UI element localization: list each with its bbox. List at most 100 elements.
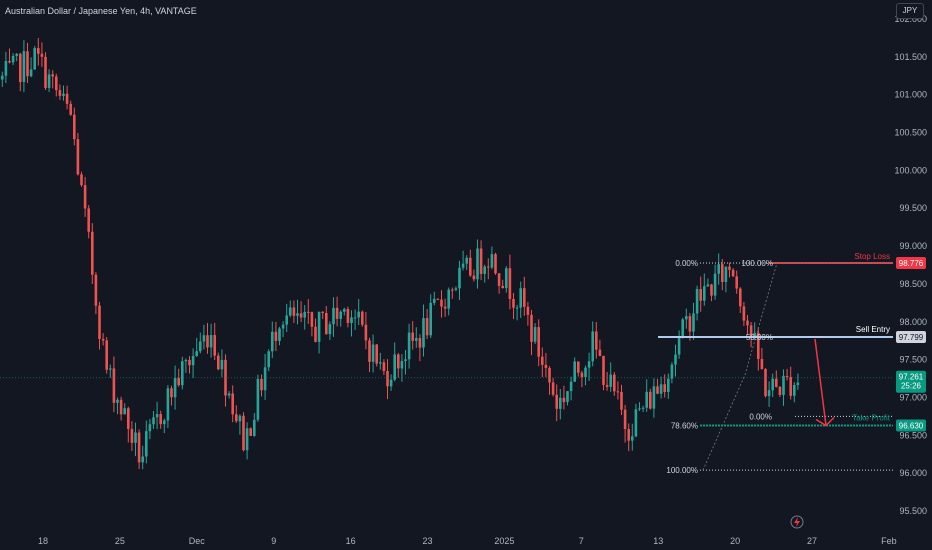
candle — [209, 323, 213, 358]
x-tick-label: 27 — [807, 536, 817, 546]
candle — [19, 52, 22, 92]
candle — [91, 223, 94, 284]
candle — [649, 388, 652, 410]
x-tick-label: 13 — [653, 536, 663, 546]
candle — [515, 304, 519, 321]
x-tick-label: 18 — [38, 536, 48, 546]
candle — [98, 301, 101, 350]
candle — [425, 309, 429, 339]
candle — [623, 404, 627, 443]
candle — [742, 301, 746, 326]
candle — [350, 310, 353, 337]
candle — [681, 317, 684, 339]
candle — [469, 249, 472, 277]
candle — [465, 255, 468, 270]
candle — [123, 403, 126, 415]
fib-right-label: 0.00% — [749, 412, 772, 421]
y-tick-label: 95.500 — [899, 506, 927, 516]
candle — [292, 300, 296, 324]
candle — [116, 397, 119, 415]
candle — [206, 323, 209, 354]
sell-entry-price-tag: 97.799 — [896, 331, 926, 344]
candle — [440, 290, 443, 318]
candle — [526, 301, 530, 326]
candle — [670, 362, 674, 384]
fib-left-label: 0.00% — [675, 259, 698, 268]
candle — [490, 246, 494, 270]
candle — [789, 366, 792, 400]
candle — [119, 396, 123, 421]
time-axis[interactable]: 18 25 Dec 9 16 23 2025 7 13 20 27 Feb — [38, 515, 897, 546]
price-axis[interactable]: 102.000101.500101.000100.500100.00099.50… — [894, 14, 927, 516]
svg-text:97.261: 97.261 — [899, 373, 924, 382]
candle — [231, 385, 234, 423]
candle — [55, 73, 58, 97]
candle — [695, 285, 699, 321]
candle — [429, 294, 432, 339]
candle — [242, 412, 245, 452]
candle — [512, 292, 515, 320]
candle — [407, 323, 411, 369]
candle — [483, 264, 486, 283]
candle — [652, 378, 656, 418]
candle — [166, 385, 170, 428]
candle — [51, 70, 54, 89]
candle — [433, 291, 436, 306]
candle — [796, 373, 800, 390]
candle — [101, 333, 105, 346]
candle — [127, 406, 130, 443]
candle — [530, 309, 533, 356]
y-tick-label: 99.500 — [899, 203, 927, 213]
fib-right-label: 50.00% — [746, 333, 773, 342]
candle — [721, 258, 724, 291]
candle — [195, 337, 198, 357]
candle — [537, 319, 540, 367]
candle — [281, 321, 285, 338]
currency-button[interactable]: JPY — [896, 3, 924, 19]
candle — [346, 306, 350, 328]
candle — [785, 368, 789, 381]
candle — [267, 349, 270, 372]
candle — [577, 361, 580, 377]
candle — [1, 71, 4, 87]
x-tick-label: 23 — [422, 536, 432, 546]
candle — [551, 378, 555, 397]
candle — [80, 171, 83, 187]
candle — [562, 385, 566, 410]
candle — [87, 205, 90, 239]
candle — [602, 355, 605, 391]
candle — [713, 264, 717, 300]
candle — [411, 321, 414, 350]
candle — [400, 354, 404, 382]
candle — [163, 418, 166, 434]
candle — [415, 327, 418, 348]
candle — [58, 84, 62, 100]
lightning-icon[interactable] — [790, 515, 804, 529]
candle — [26, 42, 29, 84]
svg-text:25:26: 25:26 — [901, 382, 922, 391]
candle — [638, 402, 641, 412]
candle — [343, 307, 346, 316]
candle — [249, 427, 252, 436]
candle — [613, 371, 616, 396]
candle — [627, 423, 630, 452]
candle — [220, 349, 224, 378]
candle — [472, 269, 476, 282]
candle — [256, 374, 260, 422]
x-tick-label: Dec — [189, 536, 206, 546]
candle — [137, 429, 141, 470]
candle — [645, 379, 648, 412]
candle — [634, 403, 638, 438]
y-tick-label: 98.500 — [899, 279, 927, 289]
candle — [368, 337, 371, 373]
candle — [134, 422, 137, 457]
candle — [235, 405, 238, 423]
candle — [260, 374, 263, 397]
candle — [202, 324, 206, 350]
x-tick-label: 25 — [115, 536, 125, 546]
candle — [620, 384, 623, 416]
candle — [69, 100, 72, 116]
candle — [181, 356, 184, 390]
